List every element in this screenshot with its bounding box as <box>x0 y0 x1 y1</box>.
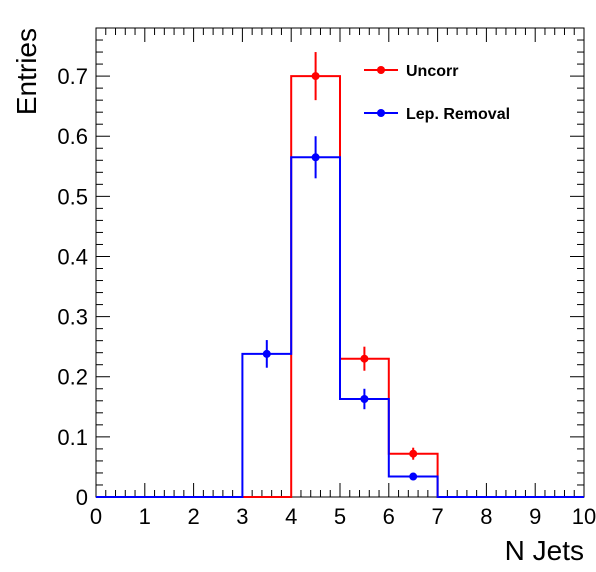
x-tick-label: 2 <box>187 504 199 529</box>
legend: Uncorr Lep. Removal <box>364 63 510 123</box>
x-tick-label: 10 <box>572 504 596 529</box>
legend-label: Uncorr <box>406 63 458 80</box>
y-axis-title: Entries <box>11 28 42 115</box>
data-point <box>312 153 320 161</box>
x-tick-label: 8 <box>480 504 492 529</box>
x-tick-label: 0 <box>90 504 102 529</box>
x-tick-label: 4 <box>285 504 297 529</box>
x-tick-label: 6 <box>383 504 395 529</box>
y-tick-label: 0.5 <box>57 184 88 209</box>
data-point <box>312 72 320 80</box>
data-point <box>360 355 368 363</box>
y-tick-label: 0.4 <box>57 244 88 269</box>
y-tick-label: 0 <box>76 485 88 510</box>
data-point <box>409 450 417 458</box>
x-tick-label: 5 <box>334 504 346 529</box>
x-tick-label: 7 <box>431 504 443 529</box>
legend-marker <box>377 109 385 117</box>
histogram-line-lep-removal <box>96 157 584 497</box>
x-tick-label: 9 <box>529 504 541 529</box>
legend-label: Lep. Removal <box>406 106 510 123</box>
y-tick-label: 0.3 <box>57 305 88 330</box>
y-tick-label: 0.1 <box>57 425 88 450</box>
y-tick-label: 0.6 <box>57 124 88 149</box>
x-tick-label: 3 <box>236 504 248 529</box>
x-tick-label: 1 <box>139 504 151 529</box>
data-point <box>409 473 417 481</box>
data-point <box>263 350 271 358</box>
histogram-series <box>96 76 584 497</box>
tick-labels: 0 1 2 3 4 5 6 7 8 9 10 0 0.1 0.2 0.3 0.4 0.5 0.6 0.7 <box>57 64 596 529</box>
y-tick-label: 0.2 <box>57 365 88 390</box>
y-tick-label: 0.7 <box>57 64 88 89</box>
legend-marker <box>377 66 385 74</box>
data-point <box>360 395 368 403</box>
x-axis-title: N Jets <box>505 535 584 566</box>
